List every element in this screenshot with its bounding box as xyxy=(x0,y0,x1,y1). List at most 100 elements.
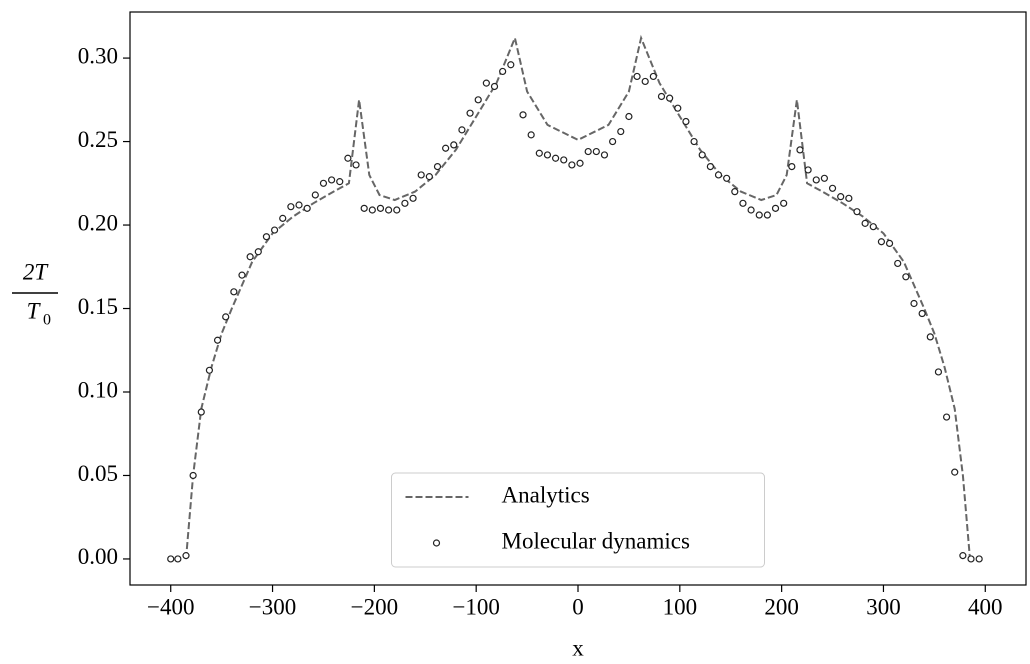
data-point xyxy=(295,201,303,209)
data-point xyxy=(698,151,706,159)
y-tick-label: 0.25 xyxy=(78,127,118,152)
y-axis-label-numerator: 2T xyxy=(23,259,50,284)
data-point xyxy=(507,61,515,69)
data-point xyxy=(951,468,959,476)
data-point xyxy=(739,199,747,207)
data-point xyxy=(845,194,853,202)
data-point xyxy=(197,408,205,416)
data-point xyxy=(926,333,934,341)
data-point xyxy=(409,194,417,202)
x-tick-label: 300 xyxy=(866,594,901,619)
data-point xyxy=(319,179,328,187)
data-point xyxy=(755,211,763,219)
data-point xyxy=(592,147,600,156)
data-point xyxy=(812,176,820,184)
y-tick-label: 0.15 xyxy=(78,294,118,319)
data-point xyxy=(625,112,633,121)
data-point xyxy=(641,77,649,86)
data-point xyxy=(763,211,771,219)
legend xyxy=(391,472,765,568)
data-point xyxy=(442,144,450,152)
data-point xyxy=(674,104,682,112)
x-tick-label: 100 xyxy=(663,594,698,619)
data-point xyxy=(902,273,910,281)
x-tick-label: −300 xyxy=(249,594,296,619)
data-point xyxy=(287,203,295,211)
data-point xyxy=(788,163,796,171)
data-point xyxy=(959,552,967,560)
line xyxy=(185,34,971,560)
data-point xyxy=(666,94,674,102)
data-point xyxy=(723,174,731,182)
y-axis-label-denominator: T xyxy=(27,298,42,323)
y-tick-label: 0.10 xyxy=(78,377,118,402)
x-tick-label: −400 xyxy=(147,594,194,619)
data-point xyxy=(747,206,755,214)
data-point xyxy=(270,226,279,234)
data-point xyxy=(393,206,401,214)
data-point xyxy=(690,137,698,146)
data-point xyxy=(828,184,837,192)
legend-label: Molecular dynamics xyxy=(502,528,690,553)
data-point xyxy=(344,154,352,162)
data-point xyxy=(519,111,527,119)
data-point xyxy=(167,555,175,563)
x-tick-label: 400 xyxy=(968,594,1003,619)
data-point xyxy=(820,174,829,182)
data-point xyxy=(417,171,425,179)
data-point xyxy=(527,131,535,139)
x-axis-label: x xyxy=(572,635,584,660)
y-tick-label: 0.20 xyxy=(78,210,118,235)
x-tick-label: −200 xyxy=(351,594,398,619)
data-point xyxy=(189,471,197,480)
data-point xyxy=(885,239,894,248)
data-point xyxy=(458,126,466,134)
data-point xyxy=(213,336,222,344)
data-point xyxy=(328,176,336,184)
data-point xyxy=(336,178,344,186)
data-point xyxy=(401,199,409,207)
x-tick-label: 0 xyxy=(572,594,584,619)
plot-frame xyxy=(129,11,1027,586)
data-point xyxy=(918,309,926,318)
data-point xyxy=(609,137,617,146)
data-point xyxy=(657,92,666,101)
data-point xyxy=(222,313,230,321)
data-point xyxy=(804,166,812,174)
data-point xyxy=(474,96,482,104)
data-point xyxy=(584,147,592,156)
data-point xyxy=(238,271,246,279)
y-tick-label: 0.00 xyxy=(78,544,118,569)
data-point xyxy=(649,72,657,81)
data-point xyxy=(853,208,861,216)
data-point xyxy=(910,299,918,308)
data-point xyxy=(303,204,311,212)
data-point xyxy=(861,219,869,227)
data-point xyxy=(279,214,287,222)
data-point xyxy=(877,238,886,246)
data-point xyxy=(182,552,190,560)
x-tick-label: −100 xyxy=(452,594,499,619)
data-point xyxy=(466,109,474,117)
data-point xyxy=(771,204,780,212)
data-point xyxy=(706,163,714,171)
data-point xyxy=(682,117,690,126)
data-point xyxy=(246,253,254,261)
data-point xyxy=(617,127,625,136)
data-point xyxy=(975,555,983,563)
data-point xyxy=(352,161,360,169)
data-point xyxy=(230,288,238,296)
data-point xyxy=(869,223,877,231)
y-axis-label-subscript: 0 xyxy=(43,312,51,329)
data-point xyxy=(385,206,393,214)
data-point xyxy=(942,413,951,421)
data-point xyxy=(796,146,804,154)
data-point xyxy=(731,188,739,196)
data-point xyxy=(551,154,560,162)
data-point xyxy=(499,67,507,76)
data-point xyxy=(535,149,543,157)
data-point xyxy=(433,163,442,171)
data-point xyxy=(576,159,584,167)
data-point xyxy=(450,141,458,149)
